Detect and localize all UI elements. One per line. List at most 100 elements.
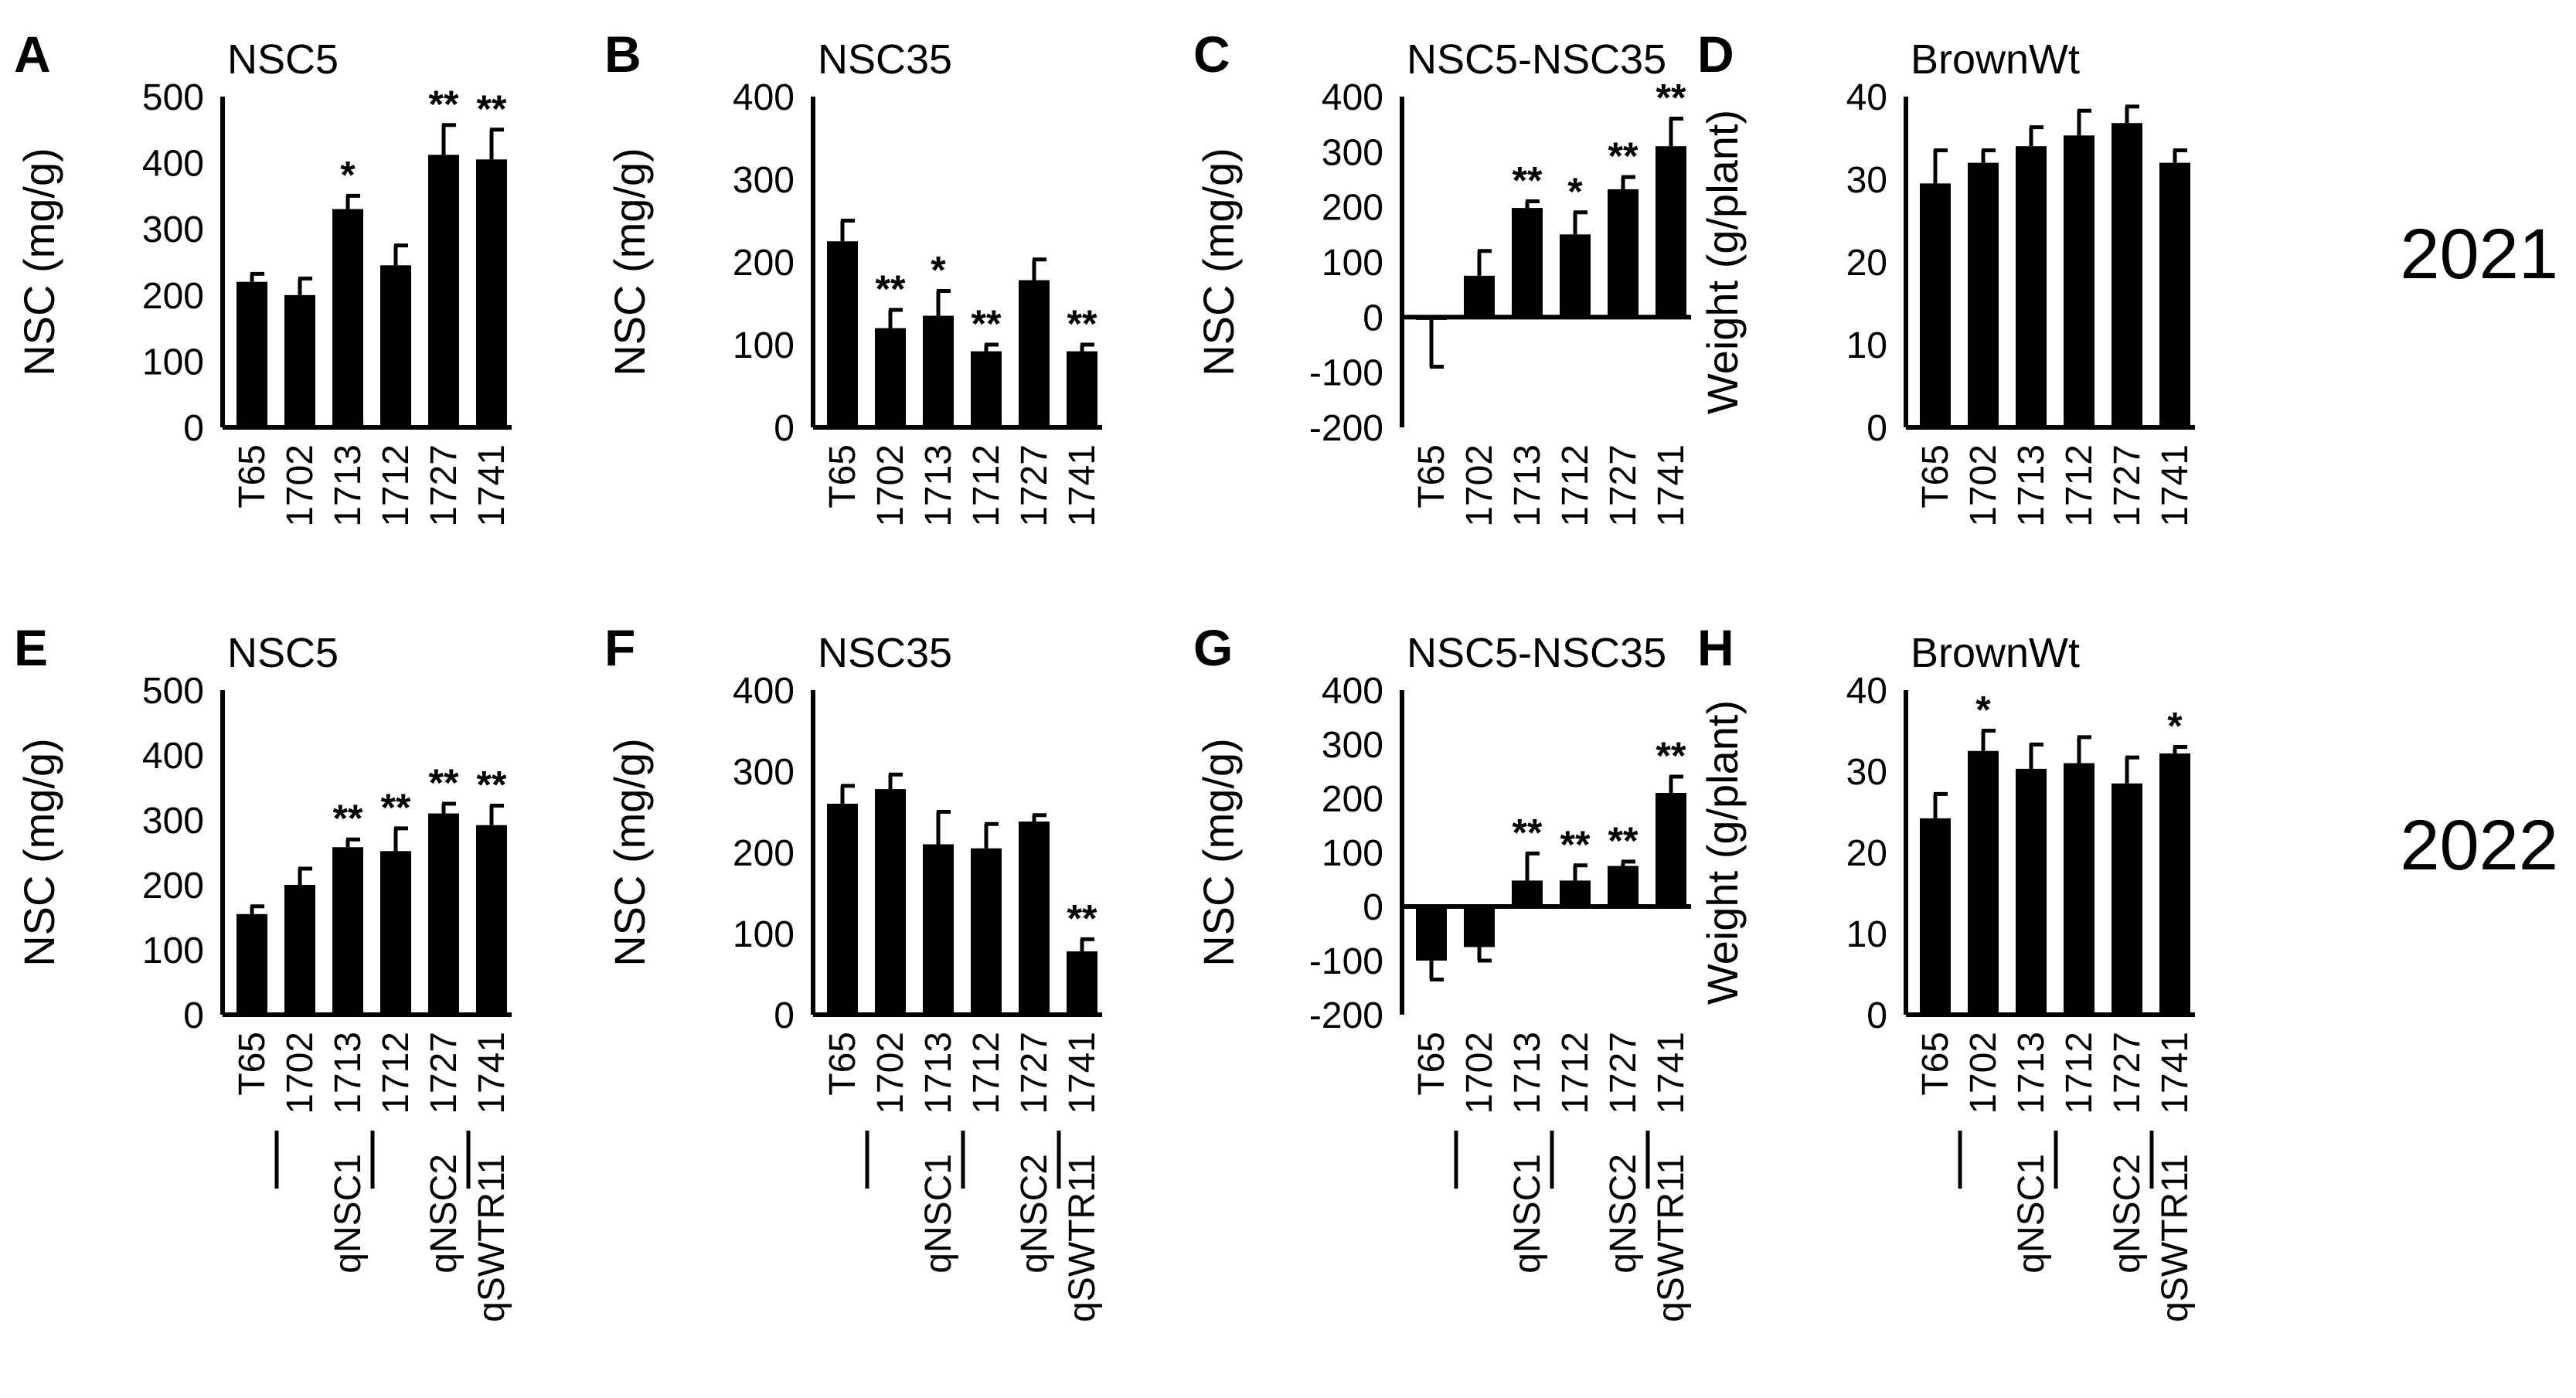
x-tick-label-e-1741: 1741 [471,1032,512,1114]
y-tick-label-g-1: -100 [1309,941,1383,982]
x-tick-label-h-1713: 1713 [2011,1032,2052,1114]
y-tick-label-a-3: 300 [142,209,204,250]
panel-letter-e: E [14,619,48,676]
y-tick-label-c-6: 400 [1322,77,1383,118]
y-tick-label-h-1: 10 [1846,914,1887,955]
y-tick-label-f-4: 400 [733,671,795,712]
y-tick-label-a-1: 100 [142,342,204,383]
significance-b-1702: ** [876,267,906,311]
significance-b-1741: ** [1067,302,1097,345]
y-tick-label-d-3: 30 [1846,160,1887,201]
panel-b: B NSC35 0 100 200 300 400 NSC (mg/g) T65 ** 1702 * 1… [604,26,1103,527]
significance-g-1713: ** [1513,811,1543,854]
bar-e-1727 [428,813,459,1015]
bar-h-1712 [2064,763,2094,1015]
y-tick-label-c-4: 200 [1322,188,1383,229]
y-tick-label-h-3: 30 [1846,752,1887,793]
y-tick-label-c-2: 0 [1363,298,1383,338]
y-tick-label-c-1: -100 [1309,353,1383,394]
y-tick-label-b-3: 300 [733,160,795,201]
bar-d-1702 [1968,162,1999,427]
y-tick-label-g-4: 200 [1322,779,1383,820]
y-tick-label-d-1: 10 [1846,325,1887,366]
x-tick-label-e-1712: 1712 [376,1032,417,1114]
x-tick-label-e-T65: T65 [232,1032,273,1096]
significance-c-1727: ** [1608,134,1638,178]
bar-a-1702 [284,294,315,427]
bar-e-1712 [380,851,411,1015]
bar-d-1727 [2112,123,2142,428]
bar-h-1702 [1968,750,1999,1015]
x-tick-label-c-1727: 1727 [1603,444,1644,527]
panel-letter-h: H [1697,619,1734,676]
bar-g-1741 [1656,793,1686,906]
bar-e-1741 [476,825,507,1015]
x-tick-label-a-1702: 1702 [280,444,321,527]
bar-b-T65 [827,241,858,427]
bar-f-1713 [923,844,954,1015]
x-tick-label-h-1702: 1702 [1963,1032,2004,1114]
panel-e: E NSC5 0 100 200 300 400 500 NSC (mg/g) T65 1702 **… [14,619,512,1322]
year-label-2022: 2022 [2400,806,2558,885]
bar-h-T65 [1920,818,1951,1015]
y-tick-label-h-2: 20 [1846,833,1887,874]
x-tick-label-d-1712: 1712 [2059,444,2100,527]
x-tick-label-e-1713: 1713 [328,1032,369,1114]
bar-f-1712 [971,848,1002,1015]
y-tick-label-c-5: 300 [1322,132,1383,173]
bar-g-1712 [1560,880,1591,906]
bar-b-1702 [875,328,906,427]
x-tick-label-g-1741: 1741 [1651,1032,1692,1114]
x-tick-label-h-1741: 1741 [2155,1032,2196,1114]
panel-a: A NSC5 0 100 200 300 400 500 NSC (mg/g) T65 1702 * 1… [14,26,512,527]
y-tick-label-h-0: 0 [1866,995,1887,1036]
y-tick-label-e-2: 200 [142,866,204,906]
significance-g-1712: ** [1560,823,1591,866]
y-axis-label-b: NSC (mg/g) [605,148,654,376]
y-tick-label-b-0: 0 [774,408,795,449]
bar-c-1702 [1464,275,1495,318]
group-label-g-0: qNSC1 [1507,1154,1548,1274]
group-label-e-1: qNSC2 [424,1154,464,1274]
group-label-h-2: qSWTR11 [2155,1154,2196,1322]
x-tick-label-f-1702: 1702 [870,1032,911,1114]
significance-e-1713: ** [333,797,363,840]
significance-h-1741: * [2167,705,2183,748]
x-tick-label-g-1713: 1713 [1507,1032,1548,1114]
y-axis-label-c: NSC (mg/g) [1194,148,1243,376]
x-tick-label-c-T65: T65 [1411,444,1452,509]
panel-h: H BrownWt 0 10 20 30 40 Weight (g/plant) T65 * 170… [1697,619,2196,1322]
x-tick-label-f-1741: 1741 [1062,1032,1103,1114]
panel-title-b: NSC35 [818,36,952,83]
x-tick-label-c-1713: 1713 [1507,444,1548,527]
bar-c-T65 [1416,317,1447,320]
group-label-h-0: qNSC1 [2011,1154,2052,1274]
bar-f-1741 [1067,951,1097,1015]
panel-f: F NSC35 0 100 200 300 400 NSC (mg/g) T65 1702 1713… [604,619,1103,1322]
y-axis-label-d: Weight (g/plant) [1698,110,1747,414]
panel-title-h: BrownWt [1911,630,2080,676]
y-tick-label-c-0: -200 [1309,408,1383,449]
y-tick-label-a-2: 200 [142,276,204,317]
x-tick-label-g-T65: T65 [1411,1032,1452,1096]
panel-letter-b: B [604,26,641,83]
y-tick-label-a-0: 0 [183,408,204,449]
significance-g-1727: ** [1608,819,1638,862]
bar-h-1741 [2159,753,2190,1015]
y-tick-label-b-2: 200 [733,243,795,284]
x-tick-label-f-1713: 1713 [918,1032,959,1114]
y-axis-label-f: NSC (mg/g) [605,738,654,967]
y-axis-label-g: NSC (mg/g) [1194,738,1243,967]
significance-a-1741: ** [477,87,507,131]
panel-letter-f: F [604,619,635,676]
x-tick-label-f-1712: 1712 [966,1032,1007,1114]
x-tick-label-e-1702: 1702 [280,1032,321,1114]
panel-letter-c: C [1193,26,1230,83]
bar-g-T65 [1416,906,1447,961]
significance-b-1713: * [931,248,946,291]
bar-h-1727 [2112,783,2142,1015]
y-tick-label-a-4: 400 [142,144,204,185]
significance-c-1741: ** [1656,77,1686,120]
x-tick-label-c-1712: 1712 [1555,444,1596,527]
